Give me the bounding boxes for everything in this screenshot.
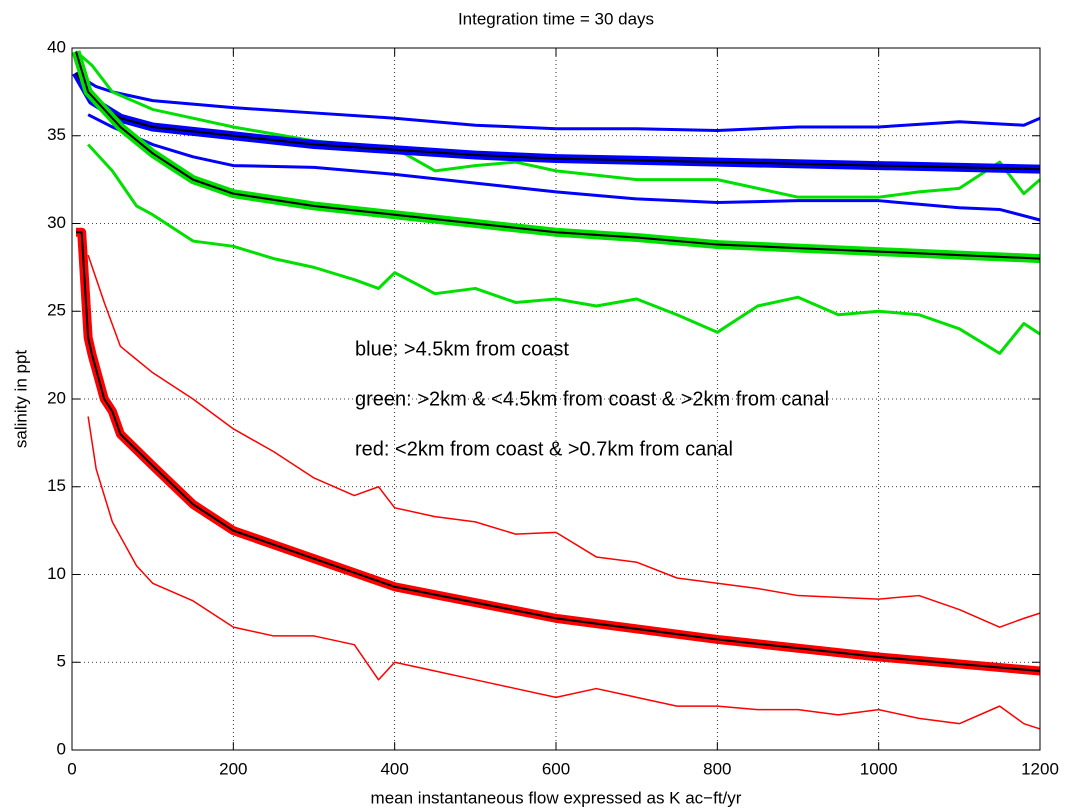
series-line bbox=[75, 51, 1041, 260]
y-tick-label: 5 bbox=[57, 652, 66, 671]
series-line bbox=[75, 73, 1041, 132]
plot-area: 0 200 400 600 800 1000 1200 0 5 10 15 20 25 30 35 40 bbox=[47, 37, 1059, 778]
y-tick-label: 20 bbox=[47, 388, 66, 407]
x-tick-label: 0 bbox=[67, 759, 76, 778]
annotation: blue: >4.5km from coast bbox=[355, 338, 569, 360]
series-line bbox=[87, 143, 1041, 355]
x-tick-label: 1000 bbox=[860, 759, 898, 778]
series-line bbox=[87, 416, 1041, 730]
x-tick-label: 1200 bbox=[1021, 759, 1059, 778]
y-tick-label: 40 bbox=[47, 37, 66, 56]
x-axis-label: mean instantaneous flow expressed as K a… bbox=[371, 788, 742, 807]
series-line bbox=[87, 254, 1041, 628]
y-tick-label: 0 bbox=[57, 739, 66, 758]
annotation: red: <2km from coast & >0.7km from canal bbox=[355, 438, 733, 460]
x-tick-label: 800 bbox=[703, 759, 731, 778]
annotation: green: >2km & <4.5km from coast & >2km f… bbox=[355, 388, 829, 410]
plot-frame bbox=[71, 47, 1041, 751]
chart-title: Integration time = 30 days bbox=[458, 9, 654, 28]
y-axis-label: salinity in ppt bbox=[11, 350, 30, 449]
series-line bbox=[76, 231, 1041, 673]
series-line bbox=[75, 50, 1041, 199]
y-tick-label: 35 bbox=[47, 125, 66, 144]
x-tick-label: 200 bbox=[219, 759, 247, 778]
x-tick-label: 400 bbox=[380, 759, 408, 778]
y-tick-label: 25 bbox=[47, 301, 66, 320]
x-tick-label: 600 bbox=[542, 759, 570, 778]
y-tick-label: 15 bbox=[47, 476, 66, 495]
y-tick-label: 30 bbox=[47, 213, 66, 232]
y-tick-label: 10 bbox=[47, 564, 66, 583]
series-line bbox=[87, 113, 1041, 222]
